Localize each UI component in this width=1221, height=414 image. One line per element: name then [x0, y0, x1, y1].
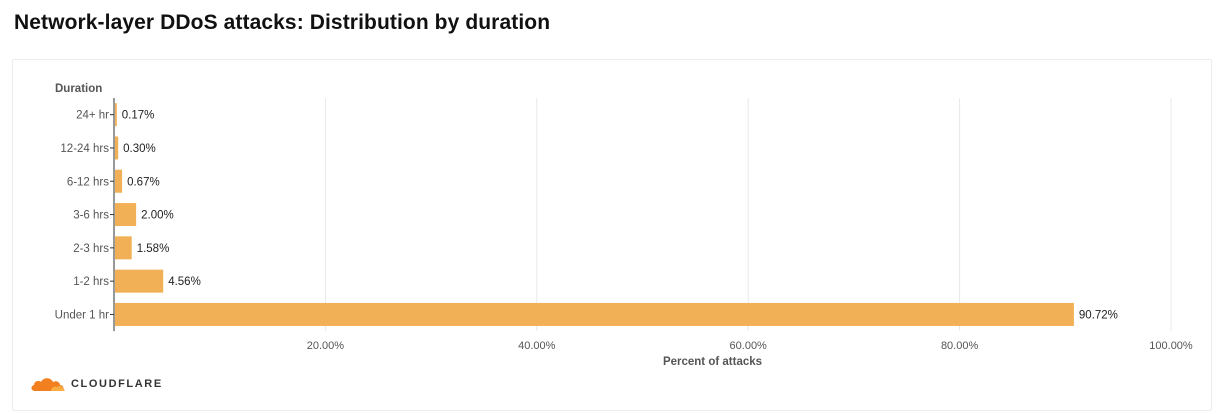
category-label: 6-12 hrs	[67, 176, 109, 188]
category-label: Under 1 hr	[55, 309, 110, 321]
x-axis-title: Percent of attacks	[663, 356, 762, 368]
category-label: 3-6 hrs	[73, 210, 109, 222]
data-label: 2.00%	[141, 210, 174, 222]
chart-title: Network-layer DDoS attacks: Distribution…	[14, 11, 551, 34]
bar	[115, 136, 119, 160]
bar	[115, 269, 164, 293]
bar	[115, 203, 137, 227]
x-tick-label: 100.00%	[1149, 340, 1193, 352]
bar	[115, 236, 132, 260]
data-label: 90.72%	[1079, 309, 1118, 321]
x-tick-label: 40.00%	[518, 340, 556, 352]
brand-wordmark: CLOUDFLARE	[71, 378, 163, 390]
category-label: 1-2 hrs	[73, 276, 109, 288]
x-tick-label: 80.00%	[941, 340, 979, 352]
category-label: 12-24 hrs	[60, 143, 109, 155]
x-tick-label: 20.00%	[307, 340, 345, 352]
chart-card	[12, 59, 1212, 411]
cloudflare-logo: CLOUDFLARE	[29, 374, 163, 394]
data-label: 0.17%	[122, 110, 155, 122]
category-label: 24+ hr	[76, 110, 109, 122]
data-label: 1.58%	[137, 243, 170, 255]
x-tick-label: 60.00%	[730, 340, 768, 352]
bar	[115, 103, 117, 127]
category-label: 2-3 hrs	[73, 243, 109, 255]
bar	[115, 302, 1074, 326]
data-label: 4.56%	[168, 276, 201, 288]
y-axis-title: Duration	[55, 83, 102, 95]
data-label: 0.30%	[123, 143, 156, 155]
bar	[115, 169, 123, 193]
data-label: 0.67%	[127, 176, 160, 188]
cloud-icon	[31, 378, 65, 391]
